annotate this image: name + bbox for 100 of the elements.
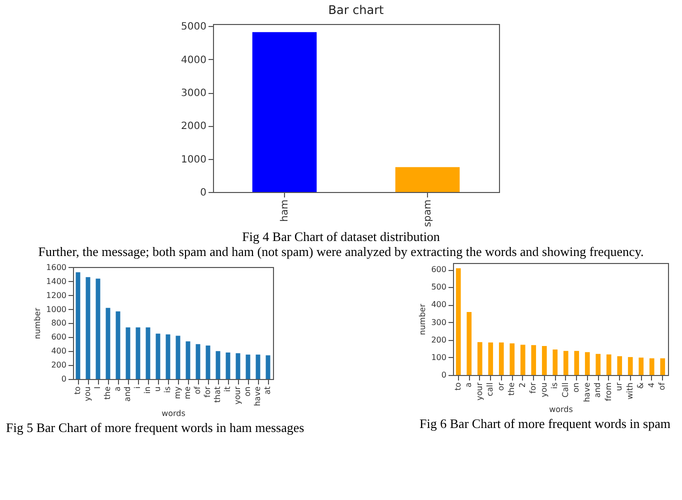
- y-tick-label: 400: [431, 300, 446, 310]
- y-tick-label: 2000: [180, 121, 206, 132]
- bar: [146, 327, 150, 379]
- bar: [126, 327, 130, 379]
- bar: [456, 268, 461, 375]
- x-tick-label: for: [528, 382, 538, 394]
- bar: [116, 311, 120, 379]
- bar: [563, 350, 568, 375]
- y-tick-label: 4000: [180, 54, 206, 66]
- bar: [552, 350, 558, 375]
- bar: [256, 354, 260, 379]
- x-tick-label: i: [133, 386, 142, 389]
- x-axis-title: words: [549, 405, 573, 414]
- x-tick-label: to: [73, 386, 82, 395]
- bar: [156, 334, 160, 379]
- y-tick-label: 300: [431, 318, 446, 327]
- bar: [186, 341, 190, 379]
- x-tick-label: is: [550, 382, 560, 389]
- y-tick-label: 0: [200, 188, 206, 198]
- x-tick-label: in: [143, 386, 152, 394]
- bar: [628, 357, 633, 375]
- bar: [542, 346, 547, 375]
- x-tick-label: spam: [422, 200, 433, 227]
- y-tick-label: 0: [62, 374, 67, 384]
- bar: [236, 353, 240, 379]
- bar: [246, 354, 250, 379]
- x-tick-label: your: [233, 386, 242, 404]
- bar: [106, 308, 110, 379]
- bar: [660, 358, 666, 375]
- x-tick-label: I: [93, 386, 102, 389]
- x-tick-label: and: [593, 382, 602, 398]
- x-tick-label: at: [263, 386, 272, 395]
- chart-title: Bar chart: [328, 3, 384, 18]
- y-tick-label: 400: [51, 346, 67, 356]
- y-axis-title: number: [33, 307, 42, 340]
- y-tick-label: 1000: [46, 304, 67, 314]
- x-tick-label: to: [453, 382, 462, 391]
- y-tick-label: 3000: [180, 88, 206, 100]
- x-tick-label: Call: [560, 382, 570, 398]
- x-tick-label: you: [539, 382, 548, 398]
- bar: [520, 344, 526, 375]
- x-tick-label: your: [474, 382, 484, 400]
- x-tick-label: &: [636, 382, 646, 389]
- x-tick-label: ur: [614, 382, 624, 391]
- bar: [510, 343, 515, 375]
- bar: [638, 358, 644, 375]
- y-tick-label: 200: [431, 335, 446, 344]
- bar: [76, 272, 80, 379]
- bar: [617, 356, 622, 375]
- x-tick-label: with: [625, 382, 634, 400]
- bar: [86, 277, 90, 379]
- y-tick-label: 600: [51, 332, 67, 342]
- bar: [606, 354, 612, 375]
- x-tick-label: have: [582, 382, 592, 402]
- bar: [136, 327, 140, 379]
- bar: [531, 345, 536, 375]
- bar: [216, 351, 220, 379]
- x-tick-label: u: [153, 386, 162, 392]
- bar: [466, 312, 472, 375]
- x-tick-label: on: [572, 382, 581, 392]
- y-axis-title: number: [418, 303, 428, 336]
- x-tick-label: the: [507, 382, 516, 396]
- bar: [176, 336, 180, 379]
- x-tick-label: on: [243, 386, 252, 396]
- x-tick-label: 2: [518, 382, 527, 388]
- x-tick-label: a: [113, 386, 122, 392]
- bar: [649, 358, 654, 375]
- caption: Fig 4 Bar Chart of dataset distribution: [242, 229, 440, 244]
- x-tick-label: it: [223, 386, 232, 392]
- bar: [498, 342, 504, 375]
- bar: [477, 342, 482, 375]
- y-tick-label: 600: [431, 265, 446, 274]
- bar: [574, 350, 580, 375]
- x-tick-label: that: [213, 386, 222, 403]
- y-tick-label: 200: [51, 360, 67, 370]
- caption: Fig 6 Bar Chart of more frequent words in spam: [420, 416, 670, 431]
- text: Further, the message; both spam and ham (not spam) were analyzed by extracting the words and showing frequency.: [38, 244, 644, 259]
- y-tick-label: 100: [431, 352, 446, 362]
- bar: [226, 352, 230, 379]
- x-tick-label: for: [203, 386, 212, 398]
- x-tick-label: is: [163, 386, 172, 393]
- x-tick-label: you: [83, 386, 92, 402]
- y-tick-label: 1200: [46, 290, 67, 300]
- y-tick-label: 1400: [46, 276, 67, 286]
- bar: [596, 354, 601, 375]
- x-tick-label: or: [496, 382, 506, 391]
- x-tick-label: a: [464, 382, 474, 388]
- x-tick-label: the: [103, 386, 112, 400]
- y-tick-label: 5000: [180, 22, 206, 33]
- x-tick-label: from: [604, 382, 613, 402]
- x-tick-label: my: [173, 386, 182, 400]
- x-tick-label: and: [123, 386, 132, 402]
- y-tick-label: 0: [441, 370, 446, 380]
- caption: Fig 5 Bar Chart of more frequent words in ham messages: [6, 420, 304, 435]
- x-tick-label: have: [253, 386, 262, 406]
- bar: [206, 346, 210, 379]
- x-tick-label: of: [658, 382, 667, 390]
- bar: [266, 355, 270, 379]
- bar: [196, 344, 200, 379]
- x-axis-title: words: [162, 409, 186, 418]
